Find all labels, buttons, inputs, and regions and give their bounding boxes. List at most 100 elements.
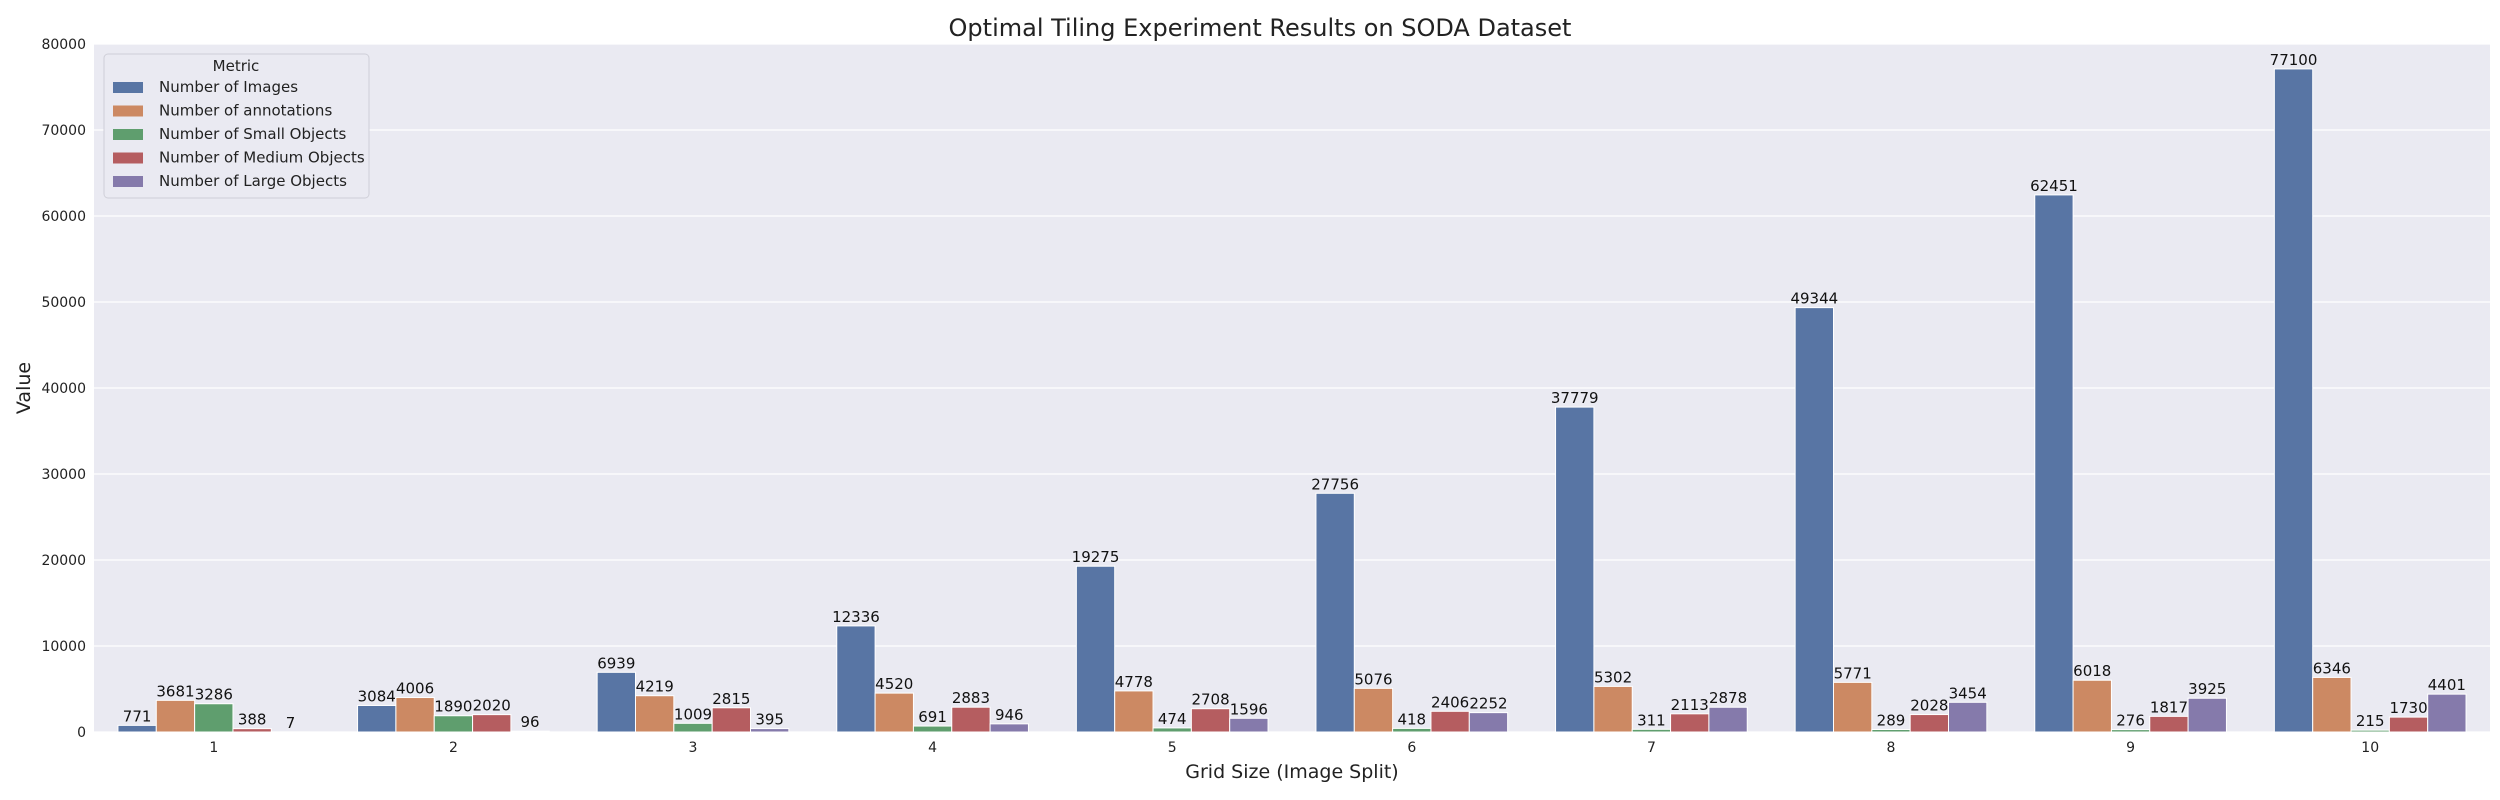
x-tick-label: 7	[1647, 740, 1656, 756]
x-axis: 1 2 3 4 5 6 7 8 9 10	[209, 740, 2379, 756]
bar	[2034, 194, 2074, 733]
x-tick-label: 10	[2361, 740, 2379, 756]
bar	[232, 728, 272, 733]
bar	[634, 695, 675, 733]
data-label: 395	[755, 711, 784, 729]
bar	[750, 728, 790, 733]
data-label: 4006	[396, 680, 434, 698]
bar	[2187, 697, 2227, 733]
data-label: 691	[918, 708, 947, 726]
data-label: 96	[521, 713, 540, 731]
data-label: 2406	[1431, 693, 1469, 711]
bar	[1353, 687, 1394, 733]
data-label: 474	[1158, 710, 1187, 728]
x-tick-label: 9	[2126, 740, 2135, 756]
data-label: 2113	[1671, 696, 1709, 714]
data-label: 2020	[473, 697, 511, 715]
data-label: 1817	[2150, 698, 2188, 716]
bar	[1708, 706, 1748, 733]
bar	[1794, 307, 1834, 733]
bar	[912, 725, 953, 733]
bar	[596, 671, 636, 733]
data-label: 771	[123, 707, 152, 725]
bar	[1670, 713, 1710, 733]
data-label: 12336	[832, 608, 880, 626]
bar	[2149, 715, 2189, 733]
data-label: 418	[1397, 710, 1426, 728]
data-label: 3454	[1949, 684, 1987, 702]
data-label: 19275	[1072, 548, 1120, 566]
legend-swatch	[113, 152, 143, 164]
x-tick-label: 8	[1887, 740, 1896, 756]
legend-swatch	[113, 105, 143, 117]
bar	[2350, 729, 2390, 733]
data-label: 5076	[1354, 670, 1392, 688]
y-tick-label: 70000	[41, 123, 86, 139]
y-tick-label: 60000	[41, 209, 86, 225]
bar	[1909, 714, 1950, 733]
data-label: 311	[1637, 711, 1666, 729]
data-label: 3681	[156, 682, 194, 700]
data-label: 276	[2116, 712, 2145, 730]
data-label: 289	[1877, 712, 1906, 730]
data-label: 2252	[1469, 695, 1507, 713]
legend-frame	[103, 53, 370, 199]
bar	[2312, 676, 2352, 733]
bar	[673, 722, 713, 733]
data-label: 5771	[1834, 664, 1872, 682]
bar	[1190, 708, 1231, 733]
x-tick-label: 5	[1168, 740, 1177, 756]
y-axis-label: Value	[13, 362, 35, 414]
bar	[2388, 716, 2429, 733]
y-tick-label: 0	[77, 725, 86, 741]
data-label: 2883	[952, 689, 990, 707]
chart-title: Optimal Tiling Experiment Results on SOD…	[949, 14, 1572, 42]
bar	[357, 704, 397, 733]
data-label: 2708	[1191, 691, 1229, 709]
data-label: 215	[2356, 712, 2385, 730]
bar	[2427, 693, 2467, 733]
data-labels: 771 3084 6939 12336 19275 27756 37779 49344 6245…	[123, 51, 2466, 732]
data-label: 1890	[434, 698, 472, 716]
bar	[1593, 685, 1633, 733]
data-label: 37779	[1551, 389, 1599, 407]
bar	[395, 697, 435, 733]
y-tick-label: 50000	[41, 295, 86, 311]
data-label: 2028	[1910, 697, 1948, 715]
bar	[472, 714, 512, 733]
y-tick-label: 10000	[41, 639, 86, 655]
bar	[2110, 729, 2151, 733]
legend-title: Metric	[213, 57, 260, 75]
bar	[155, 699, 196, 733]
bar	[510, 730, 550, 733]
data-label: 2815	[712, 690, 750, 708]
data-label: 4520	[875, 675, 913, 693]
data-label: 3925	[2188, 680, 2226, 698]
bar	[1229, 717, 1269, 733]
x-axis-label: Grid Size (Image Split)	[1185, 761, 1398, 783]
bar	[1468, 712, 1509, 733]
legend-label: Number of Large Objects	[159, 172, 347, 190]
data-label: 3084	[358, 687, 396, 705]
legend-swatch	[113, 82, 143, 93]
data-label: 5302	[1594, 668, 1632, 686]
legend-label: Number of Small Objects	[159, 125, 347, 143]
y-tick-label: 40000	[41, 381, 86, 397]
bar	[2072, 679, 2112, 733]
legend-swatch	[113, 176, 143, 187]
data-label: 1730	[2389, 699, 2427, 717]
bar	[1114, 690, 1154, 733]
x-tick-label: 1	[209, 740, 218, 756]
data-label: 49344	[1790, 290, 1838, 308]
legend-items: Number of Images Number of annotations Num…	[113, 78, 365, 190]
bar	[117, 724, 157, 733]
data-label: 946	[995, 706, 1024, 724]
data-label: 1596	[1230, 700, 1268, 718]
bar	[1948, 701, 1988, 733]
bar	[989, 723, 1029, 733]
bar	[1430, 710, 1470, 733]
legend-label: Number of annotations	[159, 102, 332, 120]
data-label: 4778	[1115, 673, 1153, 691]
legend: Metric Number of Images Number of annotat…	[103, 53, 370, 199]
